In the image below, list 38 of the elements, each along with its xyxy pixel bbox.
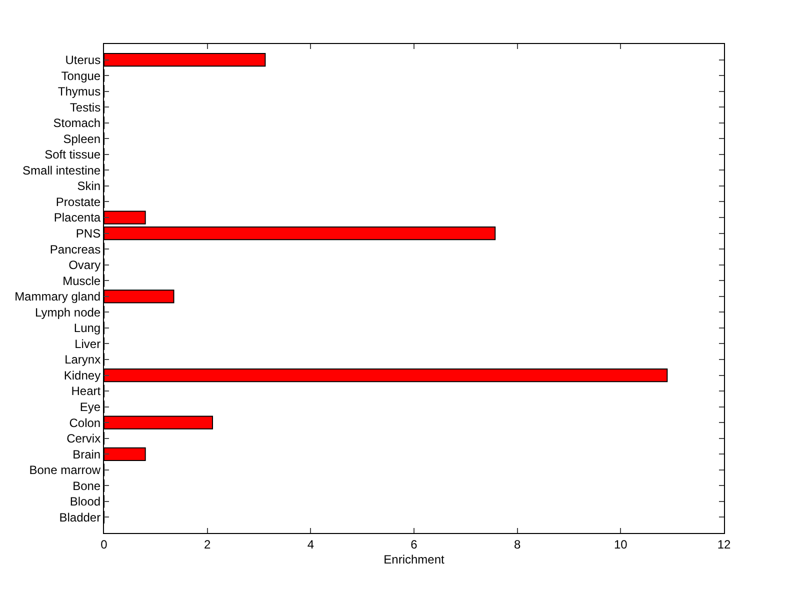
y-tick-label: Colon: [69, 416, 101, 430]
x-tick-label: 6: [410, 537, 418, 552]
y-tick-label: Uterus: [65, 52, 101, 67]
x-tick-label: 8: [514, 537, 521, 552]
y-tick-label: Small intestine: [22, 163, 101, 178]
y-tick-label: Soft tissue: [44, 148, 101, 162]
y-tick-label: Prostate: [56, 194, 101, 209]
x-tick-label: 0: [100, 537, 108, 552]
y-tick-label: Bladder: [59, 510, 101, 524]
y-tick-label: Bone marrow: [29, 463, 101, 478]
y-tick-label: Skin: [77, 179, 101, 194]
y-tick-label: Muscle: [62, 274, 101, 288]
y-tick-label: Lymph node: [34, 305, 101, 320]
y-tick-label: Blood: [70, 494, 101, 509]
y-tick-label: Pancreas: [50, 242, 101, 256]
y-tick-label: Stomach: [53, 116, 101, 130]
y-tick-label: Ovary: [68, 258, 101, 272]
y-tick-label: Kidney: [64, 368, 101, 382]
y-tick-label: Placenta: [54, 210, 101, 225]
x-axis-title: Enrichment: [384, 552, 446, 566]
y-tick-label: Eye: [80, 400, 101, 414]
y-tick-label: Larynx: [64, 352, 101, 367]
x-tick-label: 4: [307, 537, 314, 552]
y-tick-label: Thymus: [58, 84, 101, 99]
x-tick-label: 10: [614, 537, 628, 552]
x-tick-label: 2: [204, 537, 211, 552]
y-tick-label: Liver: [74, 336, 101, 351]
y-tick-label: Heart: [71, 384, 102, 398]
y-tick-label: Tongue: [61, 68, 101, 83]
y-tick-label: Brain: [72, 447, 101, 462]
y-tick-label: Bone: [72, 478, 101, 493]
y-tick-label: PNS: [76, 226, 101, 240]
y-tick-label: Spleen: [63, 132, 101, 146]
x-tick-label: 12: [717, 537, 731, 552]
y-tick-label: Mammary gland: [14, 290, 101, 304]
y-tick-label: Testis: [70, 100, 101, 114]
y-tick-label: Cervix: [66, 432, 101, 446]
y-tick-label: Lung: [74, 321, 101, 336]
